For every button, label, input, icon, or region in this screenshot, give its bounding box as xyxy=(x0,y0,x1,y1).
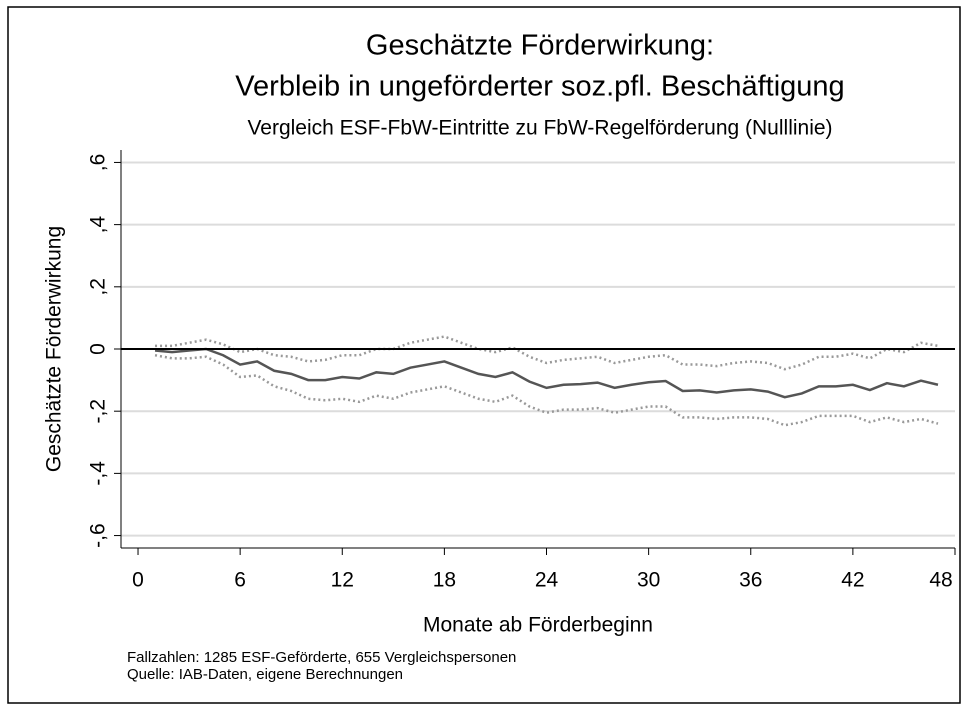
x-tick-label: 42 xyxy=(841,569,864,592)
x-tick-label: 30 xyxy=(637,569,660,592)
frame xyxy=(7,6,961,704)
x-tick-label: 0 xyxy=(132,569,144,592)
y-tick-label: -,4 xyxy=(87,461,110,486)
chart-subtitle: Vergleich ESF-FbW-Eintritte zu FbW-Regel… xyxy=(247,117,832,140)
y-tick-label: ,4 xyxy=(87,216,110,234)
note: Quelle: IAB-Daten, eigene Berechnungen xyxy=(127,666,403,683)
y-tick-label: ,2 xyxy=(87,278,110,296)
y-tick-label: 0 xyxy=(87,343,110,355)
series-line xyxy=(154,347,939,399)
x-axis-title: Monate ab Förderbeginn xyxy=(423,614,653,637)
note: Fallzahlen: 1285 ESF-Geförderte, 655 Ver… xyxy=(127,649,516,666)
chart-title: Verbleib in ungeförderter soz.pfl. Besch… xyxy=(235,71,844,103)
x-tick-label: 6 xyxy=(234,569,246,592)
y-tick-label: ,6 xyxy=(87,154,110,172)
x-tick-label: 48 xyxy=(929,569,952,592)
y-tick-label: -,2 xyxy=(87,399,110,424)
series-line xyxy=(155,335,939,371)
x-tick-label: 18 xyxy=(433,569,456,592)
x-tick-label: 12 xyxy=(331,569,354,592)
y-axis-title: Geschätzte Förderwirkung xyxy=(43,226,66,472)
x-tick-label: 36 xyxy=(739,569,762,592)
x-tick-label: 24 xyxy=(535,569,559,592)
y-tick-label: -,6 xyxy=(87,523,110,548)
series-line xyxy=(154,353,939,427)
chart-title: Geschätzte Förderwirkung: xyxy=(366,30,714,62)
